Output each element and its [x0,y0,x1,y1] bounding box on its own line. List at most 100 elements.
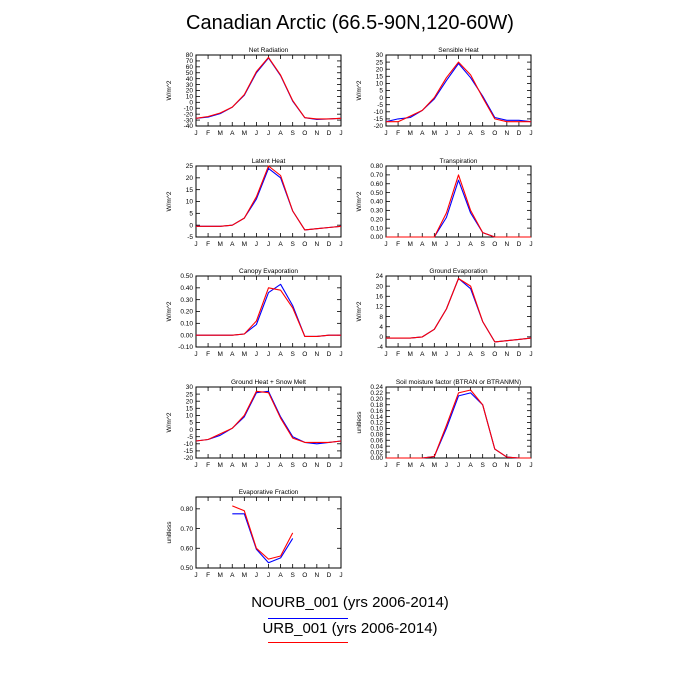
y-tick-label: -10 [374,109,384,116]
x-tick-label: J [339,241,342,248]
y-tick-label: 5 [379,88,383,95]
x-tick-label: A [420,130,425,137]
x-tick-label: J [267,241,270,248]
x-tick-label: M [217,130,222,137]
y-tick-label: 80 [186,52,194,59]
x-tick-label: A [420,351,425,358]
x-tick-label: O [302,130,307,137]
x-tick-label: F [396,130,400,137]
y-tick-label: 0.24 [370,384,383,391]
x-tick-label: S [480,462,485,469]
x-tick-label: J [384,130,387,137]
x-tick-label: O [302,462,307,469]
panel-title: Sensible Heat [438,47,479,54]
x-tick-label: D [327,130,332,137]
legend-entry-1-line [268,618,348,619]
plot-frame [195,54,342,127]
x-tick-label: M [242,572,247,579]
series-line-nourb [386,277,532,343]
y-tick-label: 20 [186,398,194,405]
y-tick-label: 0.50 [180,273,193,280]
y-tick-label: 0.18 [370,402,383,409]
x-tick-label: N [504,241,509,248]
x-tick-label: D [517,351,522,358]
figure-title: Canadian Arctic (66.5-90N,120-60W) [186,12,514,34]
y-tick-label: -4 [377,344,383,351]
x-tick-label: A [468,351,473,358]
y-tick-label: 0 [379,334,383,341]
y-tick-label: 0.00 [370,234,383,241]
y-tick-label: -20 [184,455,194,462]
y-tick-label: -20 [184,111,194,118]
x-tick-label: O [302,572,307,579]
y-axis-label: W/m^2 [356,191,363,211]
y-axis-label: W/m^2 [166,191,173,211]
y-axis-label: W/m^2 [356,301,363,321]
x-tick-label: J [457,130,460,137]
y-tick-label: 0.10 [370,426,383,433]
x-tick-label: A [230,462,235,469]
x-tick-label: M [407,351,412,358]
x-tick-label: J [255,462,258,469]
panel-title: Ground Heat + Snow Melt [231,379,306,386]
x-tick-label: S [290,572,295,579]
y-tick-label: -5 [187,234,193,241]
x-tick-label: M [407,241,412,248]
x-tick-label: D [327,351,332,358]
x-tick-label: D [327,572,332,579]
x-tick-label: J [255,572,258,579]
series-line-urb [386,174,531,238]
y-tick-label: 10 [186,199,194,206]
x-tick-label: S [290,241,295,248]
x-tick-label: A [468,462,473,469]
panel-title: Transpiration [440,158,478,165]
series-line-nourb [232,513,294,564]
x-tick-label: O [302,241,307,248]
x-tick-label: A [278,462,283,469]
x-tick-label: J [384,351,387,358]
y-tick-label: 0.08 [370,432,383,439]
x-tick-label: J [267,572,270,579]
y-tick-label: 10 [186,94,194,101]
y-tick-label: 0.14 [370,414,383,421]
y-tick-label: -10 [184,105,194,112]
y-tick-label: 0.00 [180,332,193,339]
y-tick-label: 30 [186,384,194,391]
x-tick-label: J [194,572,197,579]
x-tick-label: M [432,241,437,248]
plot-frame [195,386,342,459]
y-tick-label: 10 [376,81,384,88]
x-tick-label: F [206,351,210,358]
y-tick-label: 0.16 [370,408,383,415]
x-tick-label: M [407,462,412,469]
x-tick-label: F [396,462,400,469]
x-tick-label: A [230,130,235,137]
panel-1: Net Radiation W/m^2 -40-30-20-100102030405… [166,47,343,137]
y-tick-label: 4 [379,324,383,331]
x-tick-label: M [242,130,247,137]
x-tick-label: A [420,241,425,248]
x-tick-label: N [504,462,509,469]
x-tick-label: M [217,241,222,248]
x-tick-label: O [492,351,497,358]
y-tick-label: 30 [186,82,194,89]
y-tick-label: -5 [187,434,193,441]
legend-entry-2-label: URB_001 (yrs 2006-2014) [262,620,438,637]
y-tick-label: 5 [189,420,193,427]
y-tick-label: 0 [379,95,383,102]
x-tick-label: A [278,241,283,248]
x-tick-label: D [517,241,522,248]
x-tick-label: J [194,351,197,358]
y-tick-label: 0.80 [370,163,383,170]
y-tick-label: 25 [186,391,194,398]
y-tick-label: 12 [376,304,384,311]
x-tick-label: A [230,572,235,579]
y-tick-label: 0.70 [180,526,193,533]
x-tick-label: J [445,130,448,137]
panel-7: Ground Heat + Snow Melt W/m^2 -20-15-10-50… [166,379,343,469]
panel-8: Soil moisture factor (BTRAN or BTRANMN) u… [356,379,533,469]
x-tick-label: J [384,462,387,469]
x-tick-label: M [432,130,437,137]
